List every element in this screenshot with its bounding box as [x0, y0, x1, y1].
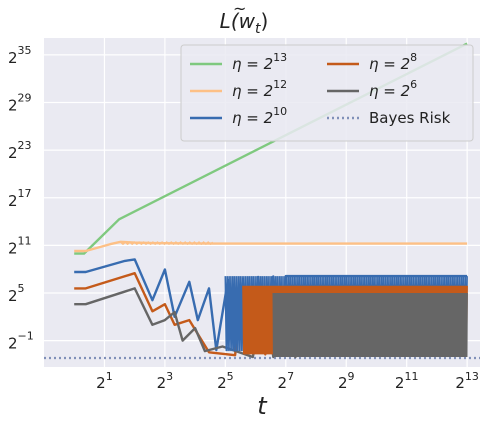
x-tick-label-2: 25 [217, 370, 234, 392]
legend-label-1: η = 212 [232, 78, 287, 100]
y-tick-label-2: 211 [8, 234, 32, 257]
title-arg: (w [231, 9, 256, 33]
legend-label-0: η = 213 [232, 51, 287, 73]
legend-label-5: Bayes Risk [369, 109, 451, 127]
title-main: L [220, 9, 231, 33]
x-axis-label: t [257, 392, 268, 420]
x-tick-labels: 21 23 25 27 29 211 213 [96, 370, 479, 392]
title-close: ) [261, 9, 269, 33]
y-tick-label-4: 223 [8, 139, 32, 162]
legend-label-3: η = 28 [369, 51, 417, 73]
series-oscillation-eta-2-8 [242, 285, 468, 355]
legend: η = 213 η = 212 η = 210 η = 28 η = 26 Bayes R… [180, 44, 474, 142]
x-tick-label-4: 29 [338, 370, 355, 392]
x-tick-label-3: 27 [278, 370, 295, 392]
series-oscillation-eta-2-12 [120, 241, 214, 246]
x-tick-label-0: 21 [96, 370, 113, 392]
legend-label-4: η = 26 [369, 78, 417, 100]
y-tick-label-6: 235 [8, 44, 32, 67]
series-oscillation-eta-2-6 [272, 292, 468, 358]
x-tick-label-6: 213 [455, 370, 479, 392]
title-sub: t [255, 21, 261, 37]
x-tick-label-5: 211 [395, 370, 419, 392]
y-tick-label-3: 217 [8, 187, 32, 210]
legend-box [180, 44, 474, 142]
legend-label-2: η = 210 [232, 105, 287, 127]
tilde-mark: ~ [233, 0, 246, 18]
x-tick-label-1: 23 [157, 370, 174, 392]
y-tick-label-1: 25 [8, 282, 25, 305]
y-tick-label-5: 229 [8, 92, 32, 115]
y-tick-labels: 2−1 25 211 217 223 229 235 [8, 44, 34, 353]
chart-title: L(wt) [220, 9, 269, 37]
y-tick-label-0: 2−1 [8, 330, 34, 353]
